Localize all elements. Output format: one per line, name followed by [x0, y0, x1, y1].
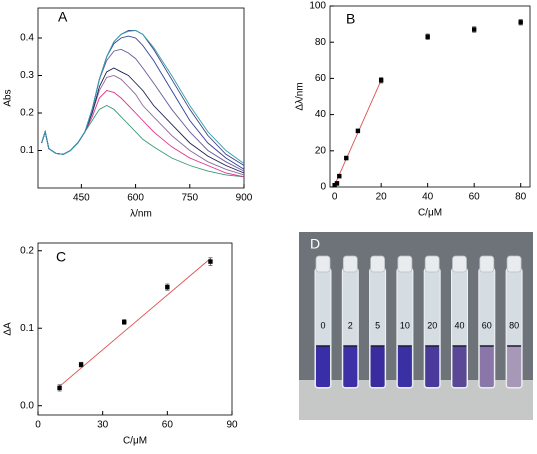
- spectrum-line: [41, 30, 245, 166]
- tube-liquid: [397, 346, 412, 387]
- tube-liquid: [425, 346, 440, 387]
- tube-liquid: [452, 346, 467, 387]
- tube-liquid: [343, 346, 358, 387]
- tube-cap: [424, 255, 440, 273]
- tube-cap: [342, 255, 358, 273]
- data-point: [518, 20, 523, 25]
- x-tick-label: 0: [35, 420, 41, 431]
- y-tick-label: 80: [315, 37, 327, 48]
- y-tick-label: 0.1: [20, 323, 34, 334]
- data-point: [471, 27, 477, 32]
- tube-liquid: [507, 346, 522, 387]
- x-tick-label: 60: [469, 192, 481, 203]
- x-tick-label: 20: [376, 192, 388, 203]
- data-point: [378, 78, 384, 83]
- tube-label: 10: [400, 320, 410, 330]
- tube-cap: [479, 255, 495, 273]
- y-tick-label: 0.2: [20, 245, 34, 256]
- y-tick-label: 0.3: [20, 70, 34, 81]
- panel-label: A: [58, 9, 68, 25]
- tube-label: 20: [427, 320, 437, 330]
- data-point: [57, 385, 62, 391]
- tube-label: 2: [348, 320, 353, 330]
- photo-bench: [299, 380, 533, 420]
- y-tick-label: 20: [315, 145, 327, 156]
- x-tick-label: 30: [97, 420, 109, 431]
- tube-label: 60: [482, 320, 492, 330]
- spectrum-line: [41, 30, 245, 164]
- y-axis-label: ΔA: [3, 322, 14, 336]
- plot-frame: [37, 7, 245, 189]
- y-tick-label: 0.4: [20, 33, 34, 44]
- y-tick-label: 0.1: [20, 145, 34, 156]
- data-point: [337, 173, 342, 179]
- x-tick-label: 450: [73, 193, 90, 204]
- y-tick-label: 0.0: [20, 400, 34, 411]
- panel-label: B: [346, 11, 355, 27]
- y-tick-label: 60: [315, 73, 327, 84]
- x-tick-label: 80: [515, 192, 527, 203]
- y-axis-label: Abs: [3, 89, 14, 106]
- plot-frame: [37, 242, 233, 416]
- x-axis-label: C/μM: [418, 208, 442, 219]
- plot-frame: [329, 5, 531, 188]
- tube-liquid: [316, 346, 330, 387]
- tube-label: 0: [320, 320, 325, 330]
- tube-cap: [397, 255, 413, 273]
- x-tick-label: 0: [332, 192, 338, 203]
- data-point: [344, 155, 349, 161]
- y-tick-label: 40: [315, 109, 327, 120]
- tube-liquid: [370, 346, 385, 387]
- x-tick-label: 90: [226, 420, 238, 431]
- spectrum-line: [41, 48, 245, 172]
- data-point: [165, 284, 170, 290]
- data-point: [208, 259, 213, 264]
- y-tick-label: 0: [320, 182, 326, 193]
- x-axis-label: C/μM: [123, 436, 147, 447]
- data-point: [122, 319, 127, 325]
- data-point: [78, 362, 84, 367]
- data-point: [334, 181, 340, 186]
- x-axis-label: λ/nm: [130, 209, 152, 220]
- data-point: [355, 128, 361, 134]
- x-tick-label: 900: [236, 193, 253, 204]
- tube-liquid: [479, 346, 494, 387]
- tube-label: 40: [454, 320, 464, 330]
- data-point: [332, 182, 337, 188]
- fit-line: [59, 258, 211, 387]
- x-tick-label: 750: [181, 193, 198, 204]
- y-tick-label: 0.2: [20, 108, 34, 119]
- y-tick-label: 100: [309, 1, 326, 12]
- x-tick-label: 40: [422, 192, 434, 203]
- y-axis-label: Δλ/nm: [295, 82, 306, 110]
- tube-cap: [315, 255, 331, 273]
- tube-cap: [370, 255, 386, 273]
- tube-cap: [452, 255, 467, 273]
- data-point: [425, 34, 430, 39]
- x-tick-label: 600: [127, 193, 144, 204]
- panel-label: D: [310, 236, 320, 252]
- panel-label: C: [56, 249, 66, 265]
- tube-label: 5: [375, 320, 380, 330]
- x-tick-label: 60: [162, 420, 174, 431]
- tube-label: 80: [509, 320, 519, 330]
- tube-cap: [506, 255, 522, 273]
